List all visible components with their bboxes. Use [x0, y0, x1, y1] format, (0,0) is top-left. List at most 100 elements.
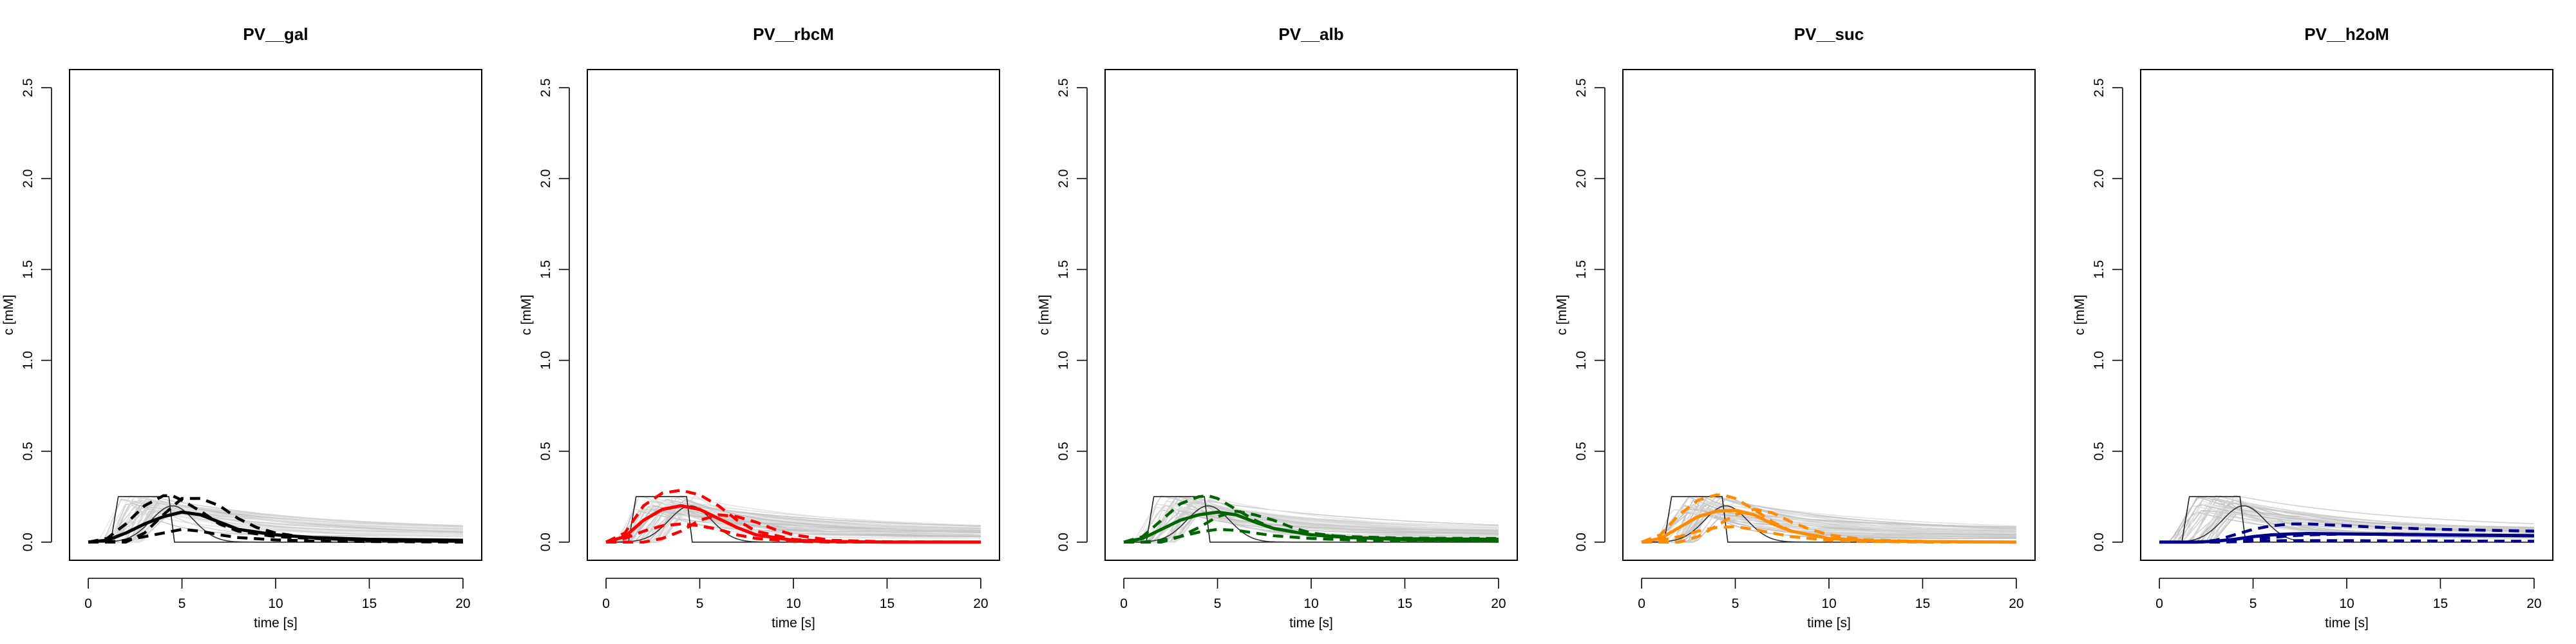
chart-title: PV__suc — [1794, 24, 1864, 44]
gray-curve — [1642, 495, 2016, 543]
reference-bell-curve — [1124, 505, 1499, 543]
plot-frame — [1104, 69, 1518, 561]
y-tick-label: 1.0 — [2092, 351, 2107, 370]
reference-bell-curve — [2159, 505, 2534, 543]
x-tick-label: 15 — [2433, 596, 2448, 611]
gray-curve — [1642, 502, 2016, 543]
chart-title: PV__alb — [1278, 24, 1343, 44]
x-axis-label: time [s] — [2325, 616, 2369, 630]
plot-area — [605, 489, 981, 544]
chart-title: PV__h2oM — [2304, 24, 2389, 44]
x-tick-label: 10 — [1821, 596, 1836, 611]
plot-frame — [2140, 69, 2553, 561]
chart-title: PV__rbcM — [753, 24, 834, 44]
series-line-dashed-late — [606, 513, 981, 544]
x-tick-label: 5 — [696, 596, 704, 611]
x-tick-label: 15 — [1915, 596, 1930, 611]
y-tick-label: 0.5 — [21, 442, 35, 460]
panel-4: PV__suc 0 5 10 15 20 time [s] 0.0 0.5 1.0 1.5 2.0 2.… — [1555, 24, 2036, 630]
x-tick-label: 5 — [178, 596, 186, 611]
chart-title: PV__gal — [243, 24, 308, 44]
panel-2: PV__rbcM 0 5 10 15 20 time [s] 0.0 0.5 1.0 1.5 2.0 2… — [519, 24, 1000, 630]
y-tick-label: 1.5 — [1574, 260, 1589, 279]
y-tick-label: 2.0 — [1056, 169, 1071, 188]
x-tick-label: 10 — [1303, 596, 1318, 611]
y-tick-label: 1.5 — [2092, 260, 2107, 279]
x-axis-label: time [s] — [772, 616, 815, 630]
plot-area — [1123, 494, 1499, 544]
y-tick-label: 2.5 — [2092, 79, 2107, 97]
gray-curve — [606, 510, 981, 543]
x-tick-label: 20 — [2009, 596, 2023, 611]
x-tick-label: 0 — [84, 596, 92, 611]
gray-curve — [1124, 512, 1499, 543]
x-tick-label: 5 — [1732, 596, 1739, 611]
gray-curve — [1642, 498, 2016, 543]
y-tick-label: 0.0 — [1056, 533, 1071, 551]
x-tick-label: 0 — [602, 596, 610, 611]
y-tick-label: 2.5 — [538, 79, 553, 97]
x-tick-label: 10 — [268, 596, 283, 611]
x-axis-label: time [s] — [1289, 616, 1333, 630]
gray-curve — [1642, 511, 2016, 543]
gray-curve — [88, 507, 463, 543]
y-axis-label: c [mM] — [1037, 295, 1052, 336]
y-tick-label: 2.0 — [538, 169, 553, 188]
plot-frame — [69, 69, 482, 561]
y-axis-label: c [mM] — [519, 295, 534, 336]
gray-curve — [1642, 497, 2016, 543]
series-line-dashed-low — [88, 527, 463, 544]
y-tick-label: 1.5 — [21, 260, 35, 279]
gray-curve — [1642, 501, 2016, 543]
y-tick-label: 0.5 — [538, 442, 553, 460]
y-tick-label: 0.0 — [538, 533, 553, 551]
y-tick-label: 2.5 — [1056, 79, 1071, 97]
plot-area — [1641, 493, 2016, 544]
plot-frame — [1622, 69, 2036, 561]
x-tick-label: 15 — [880, 596, 895, 611]
x-tick-label: 5 — [2249, 596, 2257, 611]
series-line-dashed-low — [605, 522, 981, 544]
series-line-dashed-low — [1124, 527, 1499, 544]
gray-curve — [88, 499, 463, 543]
y-tick-label: 0.0 — [21, 533, 35, 551]
gray-curve — [88, 497, 463, 543]
x-axis-label: time [s] — [254, 616, 298, 630]
y-axis-label: c [mM] — [2072, 295, 2087, 336]
x-tick-label: 0 — [1638, 596, 1645, 611]
gray-curve — [1124, 510, 1499, 543]
y-tick-label: 1.0 — [21, 351, 35, 370]
x-tick-label: 20 — [1491, 596, 1506, 611]
series-line-dashed-late — [88, 497, 463, 544]
gray-curve — [606, 497, 981, 543]
series-line-dashed-low — [1641, 525, 2016, 544]
x-tick-label: 0 — [2155, 596, 2163, 611]
panel-5: PV__h2oM 0 5 10 15 20 time [s] 0.0 0.5 1.0 1.5 2.0 2… — [2072, 24, 2553, 630]
y-tick-label: 0.0 — [2092, 533, 2107, 551]
y-tick-label: 1.5 — [1056, 260, 1071, 279]
y-tick-label: 1.0 — [1056, 351, 1071, 370]
gray-curve — [1124, 504, 1499, 543]
gray-curve — [2159, 502, 2534, 543]
y-axis-label: c [mM] — [1, 295, 16, 336]
y-axis-label: c [mM] — [1555, 295, 1569, 336]
gray-curve — [606, 501, 981, 543]
x-tick-label: 20 — [2526, 596, 2541, 611]
series-line-bold-solid — [88, 510, 463, 544]
y-tick-label: 2.0 — [21, 169, 35, 188]
x-tick-label: 15 — [1397, 596, 1412, 611]
series-line-dashed-high — [1123, 494, 1499, 544]
gray-curve — [1124, 497, 1499, 543]
y-tick-label: 0.5 — [1056, 442, 1071, 460]
x-tick-label: 0 — [1120, 596, 1128, 611]
series-line-dashed-low — [2159, 539, 2534, 544]
plot-area — [88, 494, 463, 544]
x-tick-label: 20 — [455, 596, 470, 611]
x-tick-label: 10 — [786, 596, 800, 611]
y-tick-label: 2.0 — [2092, 169, 2107, 188]
panel-1: PV__gal 0 5 10 15 20 time [s] 0.0 0.5 1.0 1.5 2.0 2.… — [1, 24, 482, 630]
gray-curve — [88, 510, 463, 543]
series-line-dashed-high — [2159, 522, 2534, 544]
y-tick-label: 2.5 — [1574, 79, 1589, 97]
